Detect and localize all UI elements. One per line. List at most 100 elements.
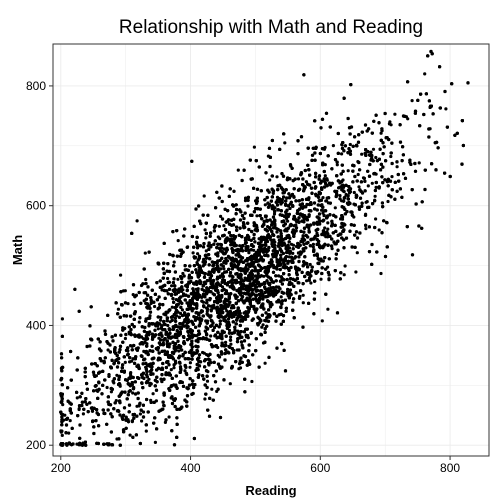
scatter-point	[410, 99, 414, 103]
scatter-point	[205, 379, 210, 383]
scatter-point	[176, 239, 180, 243]
scatter-point	[165, 342, 169, 346]
scatter-point	[333, 206, 337, 210]
scatter-point	[191, 307, 195, 311]
scatter-point	[137, 320, 141, 324]
scatter-point	[326, 227, 330, 231]
scatter-point	[60, 317, 64, 321]
scatter-point	[166, 323, 170, 328]
scatter-point	[238, 366, 243, 370]
scatter-point	[312, 253, 316, 257]
scatter-point	[389, 154, 393, 159]
scatter-point	[283, 141, 287, 145]
scatter-point	[323, 174, 327, 178]
scatter-point	[163, 420, 167, 424]
scatter-point	[226, 259, 230, 263]
scatter-point	[252, 145, 256, 149]
scatter-point	[354, 270, 358, 274]
scatter-point	[281, 251, 286, 256]
scatter-point	[308, 262, 312, 267]
scatter-point	[393, 112, 397, 116]
scatter-point	[262, 274, 266, 278]
scatter-point	[109, 390, 113, 394]
scatter-point	[167, 415, 171, 419]
scatter-point	[366, 184, 370, 188]
scatter-point	[218, 322, 222, 326]
scatter-point	[123, 360, 127, 364]
scatter-point	[220, 352, 224, 356]
scatter-point	[115, 373, 119, 377]
scatter-point	[222, 224, 226, 228]
scatter-point	[212, 326, 217, 330]
scatter-point	[176, 277, 180, 281]
scatter-point	[126, 302, 130, 306]
scatter-point	[191, 251, 195, 255]
scatter-point	[373, 194, 377, 198]
scatter-point	[177, 349, 181, 353]
scatter-point	[224, 340, 228, 344]
scatter-point	[227, 328, 232, 332]
scatter-point	[116, 307, 120, 311]
scatter-point	[365, 200, 369, 204]
scatter-point	[335, 163, 339, 167]
scatter-point	[263, 361, 267, 365]
scatter-point	[204, 249, 208, 253]
scatter-point	[135, 219, 139, 223]
scatter-point	[172, 366, 176, 370]
scatter-point	[371, 147, 376, 151]
scatter-point	[156, 327, 160, 331]
scatter-point	[348, 142, 352, 147]
scatter-point	[279, 295, 283, 299]
scatter-point	[374, 155, 378, 160]
scatter-point	[229, 342, 233, 346]
scatter-point	[153, 304, 157, 309]
scatter-point	[138, 412, 142, 416]
scatter-point	[178, 311, 183, 315]
scatter-point	[169, 368, 173, 372]
scatter-point	[286, 219, 290, 223]
scatter-point	[170, 305, 174, 309]
scatter-point	[60, 433, 64, 437]
scatter-point	[159, 377, 163, 381]
scatter-point	[106, 348, 110, 352]
scatter-point	[296, 177, 301, 181]
scatter-point	[236, 168, 240, 172]
scatter-point	[148, 314, 152, 318]
scatter-point	[159, 315, 163, 320]
scatter-point	[203, 228, 207, 232]
scatter-point	[181, 271, 185, 276]
scatter-point	[217, 224, 221, 228]
scatter-point	[196, 252, 200, 256]
scatter-point	[309, 281, 313, 285]
scatter-point	[141, 410, 146, 414]
scatter-point	[143, 251, 147, 255]
scatter-point	[340, 152, 344, 156]
scatter-point	[228, 382, 232, 386]
scatter-point	[166, 276, 170, 281]
scatter-point	[330, 247, 334, 251]
scatter-point	[263, 203, 267, 207]
scatter-point	[364, 227, 368, 231]
scatter-point	[144, 277, 148, 282]
scatter-point	[129, 371, 133, 375]
plot-panel	[53, 44, 489, 456]
scatter-point	[204, 236, 208, 240]
scatter-point	[395, 165, 399, 169]
scatter-points	[59, 49, 470, 447]
scatter-point	[172, 260, 176, 264]
scatter-point	[77, 407, 81, 412]
scatter-point	[338, 194, 342, 198]
scatter-point	[343, 264, 347, 268]
scatter-point	[444, 107, 448, 111]
scatter-point	[260, 325, 264, 329]
scatter-point	[204, 253, 208, 257]
scatter-point	[379, 131, 383, 135]
scatter-point	[291, 251, 295, 255]
scatter-point	[357, 185, 361, 189]
scatter-point	[202, 257, 206, 261]
scatter-point	[128, 433, 132, 437]
scatter-point	[342, 273, 346, 277]
scatter-point	[352, 190, 356, 195]
scatter-point	[144, 429, 148, 433]
